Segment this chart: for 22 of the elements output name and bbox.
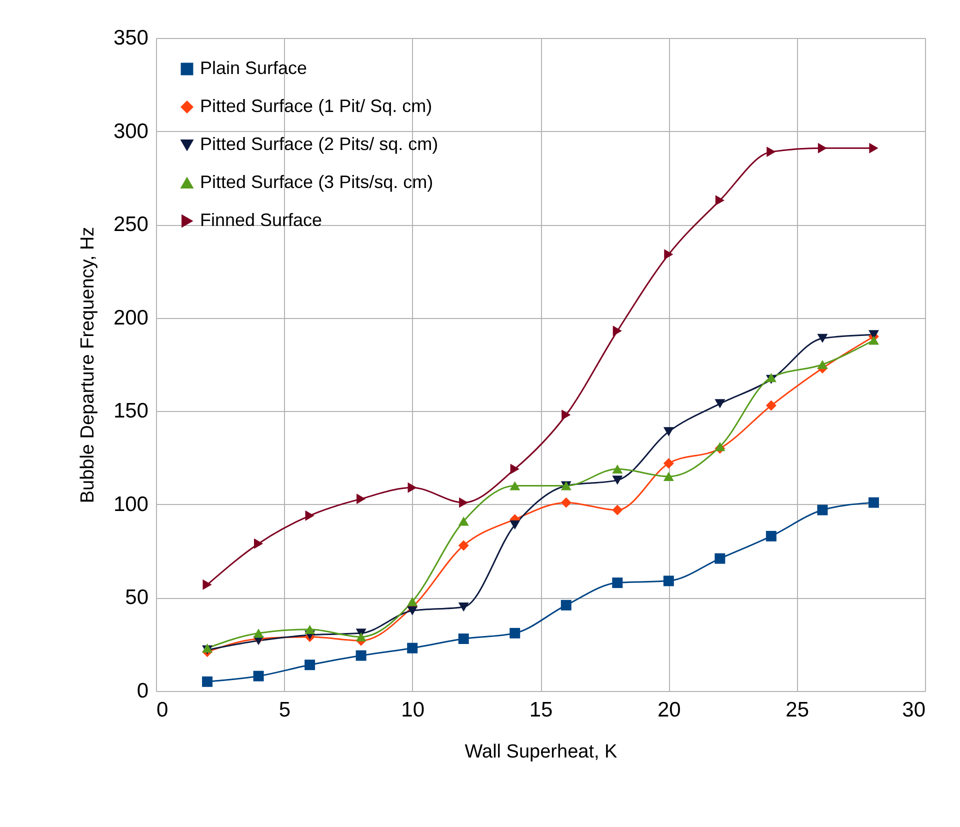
y-tick-label: 0 [136,680,148,702]
y-tick-label: 250 [113,213,148,236]
y-tick-label: 100 [113,492,148,516]
y-tick-label: 150 [113,400,148,423]
x-tick-label: 25 [786,698,810,722]
x-axis-title: Wall Superheat, K [464,742,618,762]
y-tick-label: 50 [125,586,148,610]
x-tick-label: 15 [529,698,553,722]
legend-label: Pitted Surface (2 Pits/ sq. cm) [200,134,438,154]
x-tick-label: 0 [156,698,168,722]
x-tick-label: 5 [278,698,291,722]
legend-label: Finned Surface [200,210,322,230]
legend-label: Pitted Surface (1 Pit/ Sq. cm) [200,96,432,116]
legend-label: Plain Surface [200,58,308,78]
x-tick-label: 10 [401,698,425,722]
y-axis-title: Bubble Departure Frequency, Hz [77,226,98,504]
legend-label: Pitted Surface (3 Pits/sq. cm) [200,172,434,192]
y-tick-label: 200 [113,306,148,330]
y-tick-label: 350 [113,26,148,50]
y-tick-label: 300 [113,120,148,143]
x-tick-label: 30 [902,698,926,722]
x-tick-label: 20 [657,698,681,722]
